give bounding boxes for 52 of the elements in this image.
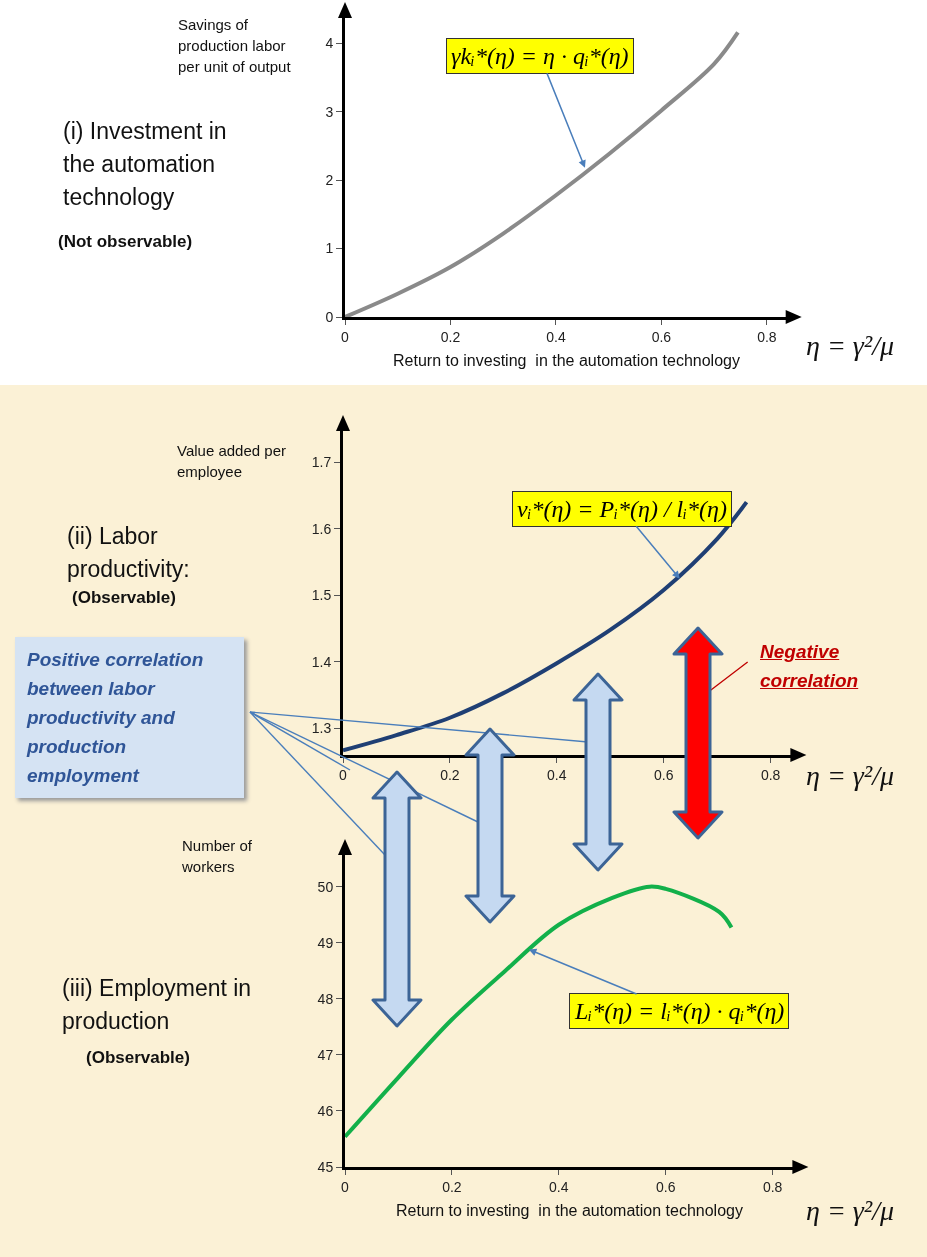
x-tick-label: 0.4 (546, 328, 566, 345)
text: η = γ²/μ (806, 330, 895, 362)
x-tick-label: 0.8 (762, 1178, 783, 1195)
text: (Not observable) (58, 232, 193, 252)
x-tick-label: 0.2 (440, 766, 460, 783)
text: (Observable) (72, 588, 176, 608)
y-tick-label: 0 (325, 308, 334, 325)
x-tick-label: 0.6 (651, 328, 672, 345)
y-tick-label: 1.5 (311, 587, 332, 604)
line-series (345, 30, 740, 317)
y-tick-label: 2 (325, 172, 334, 189)
x-tick-label: 0 (341, 328, 350, 345)
y-tick-label: 1 (325, 240, 334, 257)
y-tick-label: 45 (317, 1158, 334, 1175)
y-tick-label: 1.6 (311, 520, 332, 537)
x-tick-label: 0.2 (442, 1178, 462, 1195)
y-tick-label: 1.3 (311, 720, 332, 737)
x-tick-label: 0.6 (655, 1178, 676, 1195)
text: (iii) Employment in production (62, 974, 253, 1036)
x-tick-label: 0.6 (653, 766, 674, 783)
text: (Observable) (86, 1048, 190, 1068)
y-axis-title: Value added per employee (177, 441, 287, 482)
x-tick-label: 0.8 (757, 328, 777, 345)
line-series (343, 500, 749, 753)
text: (ii) Labor productivity: (67, 522, 191, 584)
text: η = γ²/μ (806, 760, 895, 792)
y-tick-label: 1.4 (311, 653, 332, 670)
y-tick-label: 3 (325, 103, 334, 120)
y-tick-label: 50 (317, 878, 334, 895)
annotation: Lᵢ*(η) = lᵢ*(η) · qᵢ*(η) (574, 998, 785, 1024)
x-tick-label: 0 (339, 766, 348, 783)
y-tick-label: 46 (317, 1102, 334, 1119)
annotation: Negative correlation (760, 640, 860, 693)
text: (i) Investment in the automation technology (63, 117, 228, 212)
y-tick-label: 1.7 (311, 454, 332, 471)
y-axis-title: Savings of production labor per unit of output (178, 15, 292, 77)
y-tick-label: 49 (317, 934, 334, 951)
y-tick-label: 47 (317, 1046, 334, 1063)
annotation: vᵢ*(η) = Pᵢ*(η) / lᵢ*(η) (517, 496, 727, 522)
y-axis-title: Number of workers (182, 836, 254, 877)
x-tick-label: 0.2 (440, 328, 461, 345)
text: Positive correlation between labor productivity and production employment (15, 637, 244, 798)
x-axis-title: Return to investing in the automation technology (393, 352, 740, 370)
y-tick-label: 4 (325, 35, 334, 52)
annotation: γkᵢ*(η) = η · qᵢ*(η) (451, 43, 629, 69)
x-tick-label: 0.4 (549, 1178, 569, 1195)
x-tick-label: 0.8 (760, 766, 781, 783)
text: η = γ²/μ (806, 1195, 895, 1227)
x-tick-label: 0.4 (547, 766, 567, 783)
x-axis-title: Return to investing in the automation technology (396, 1202, 743, 1220)
x-tick-label: 0 (341, 1178, 350, 1195)
y-tick-label: 48 (317, 990, 334, 1007)
